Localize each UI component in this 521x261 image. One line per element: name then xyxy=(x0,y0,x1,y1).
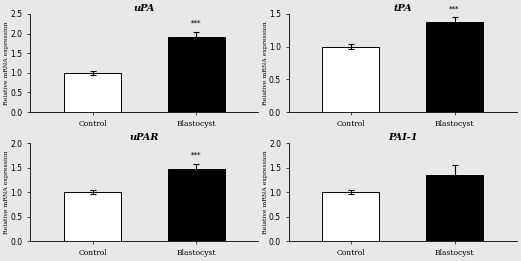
Title: uPAR: uPAR xyxy=(130,133,159,142)
Bar xyxy=(426,22,483,112)
Text: ***: *** xyxy=(191,20,202,28)
Y-axis label: Relative mRNA expression: Relative mRNA expression xyxy=(4,150,9,234)
Title: uPA: uPA xyxy=(134,4,155,13)
Y-axis label: Relative mRNA expression: Relative mRNA expression xyxy=(4,21,9,105)
Bar xyxy=(322,47,379,112)
Bar xyxy=(64,73,121,112)
Bar xyxy=(168,169,225,241)
Bar xyxy=(322,192,379,241)
Bar xyxy=(426,175,483,241)
Y-axis label: Relative mRNA expression: Relative mRNA expression xyxy=(263,150,268,234)
Title: PAI-1: PAI-1 xyxy=(388,133,417,142)
Text: ***: *** xyxy=(191,152,202,160)
Text: ***: *** xyxy=(450,5,460,13)
Bar xyxy=(64,192,121,241)
Bar xyxy=(168,38,225,112)
Y-axis label: Relative mRNA expression: Relative mRNA expression xyxy=(263,21,268,105)
Title: tPA: tPA xyxy=(393,4,412,13)
